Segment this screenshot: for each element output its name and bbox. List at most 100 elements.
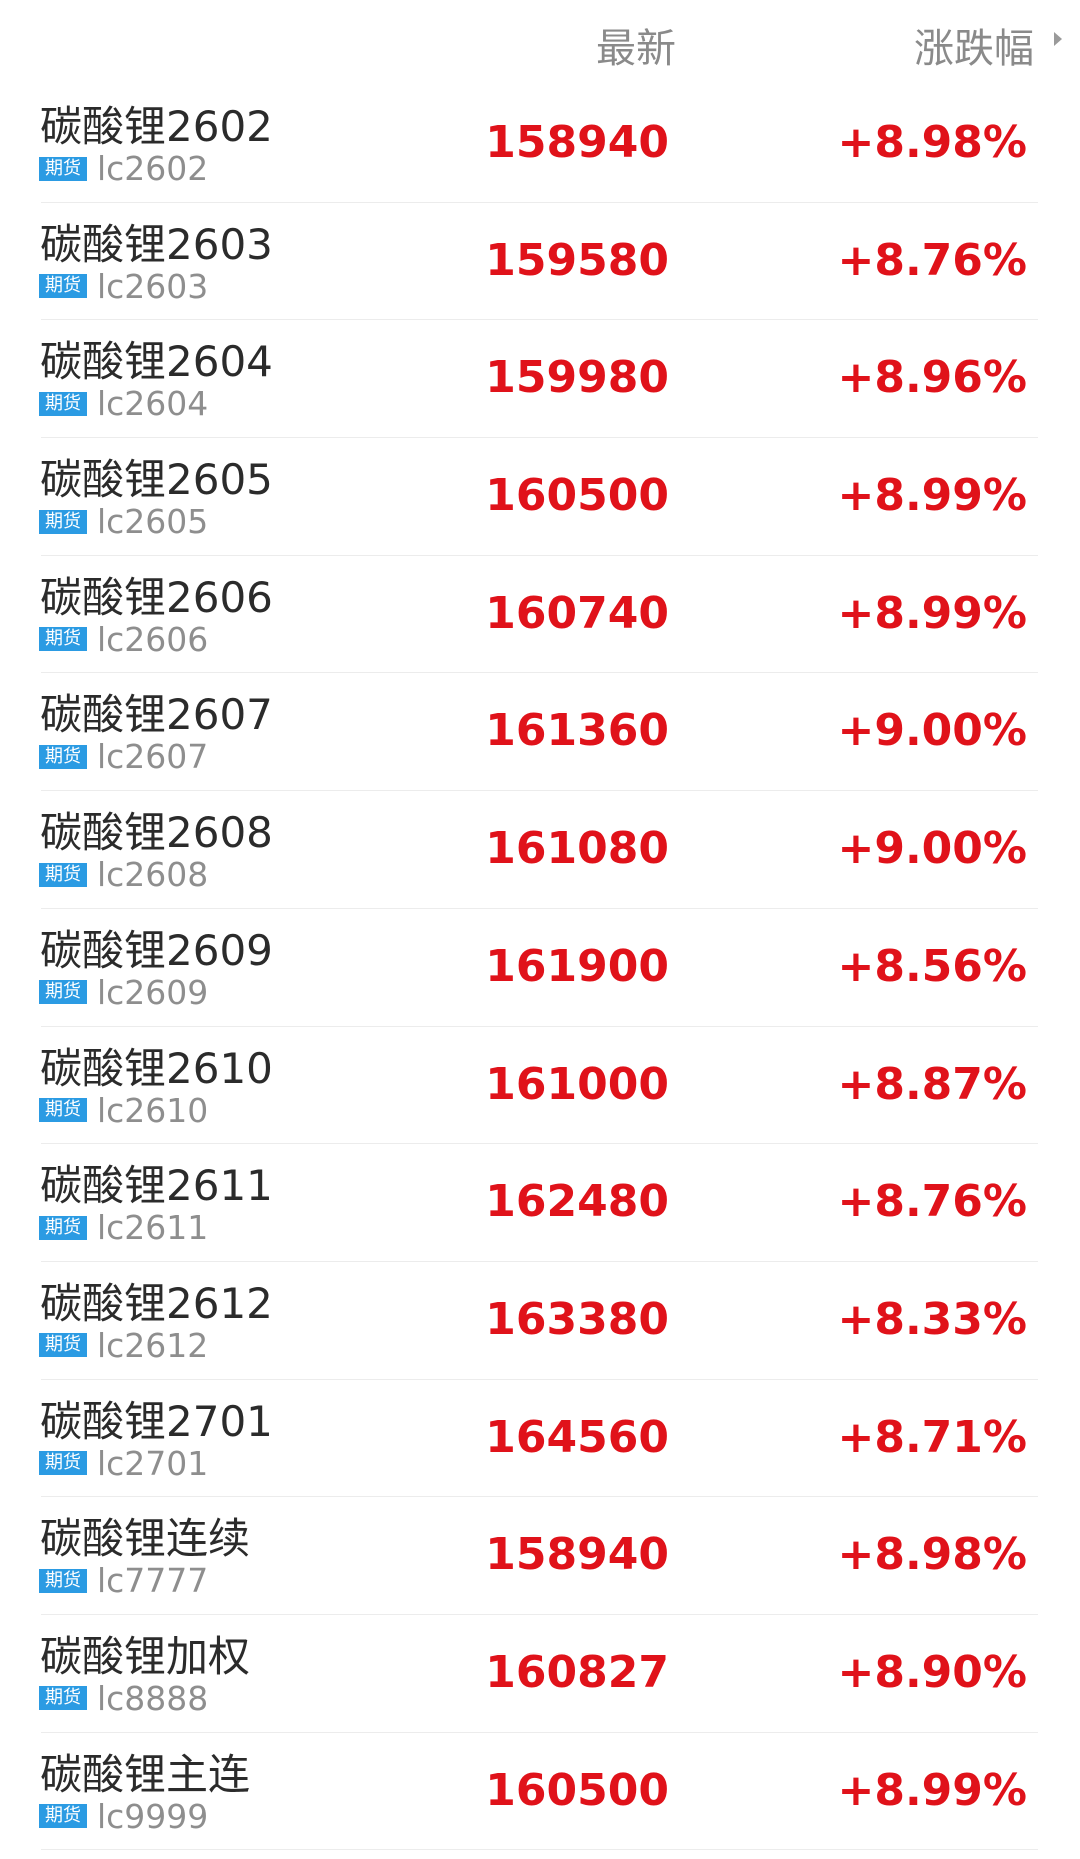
- contract-name: 碳酸锂2602: [40, 102, 273, 151]
- contract-code: lc2606: [97, 619, 209, 659]
- contract-sub: 期货 lc9999: [39, 1797, 208, 1836]
- list-item[interactable]: 碳酸锂2605 期货 lc2605 160500 +8.99%: [0, 438, 1080, 556]
- contract-name: 碳酸锂主连: [40, 1749, 251, 1799]
- list-item[interactable]: 碳酸锂2610 期货 lc2610 161000 +8.87%: [0, 1027, 1080, 1145]
- latest-price: 160500: [485, 470, 669, 522]
- change-percent: +8.87%: [837, 1058, 1027, 1110]
- futures-badge: 期货: [39, 274, 87, 299]
- latest-price: 162480: [485, 1176, 669, 1228]
- contract-sub: 期货 lc2612: [39, 1326, 208, 1365]
- change-percent: +8.76%: [837, 1176, 1027, 1228]
- change-percent: +8.99%: [837, 587, 1027, 639]
- contract-sub: 期货 lc7777: [39, 1561, 208, 1600]
- futures-badge: 期货: [39, 1098, 87, 1122]
- futures-badge: 期货: [39, 156, 87, 181]
- list-header: 最新 涨跌幅: [0, 0, 1080, 85]
- latest-price: 161900: [485, 940, 669, 992]
- contract-code: lc2602: [97, 149, 209, 188]
- contract-code: lc8888: [97, 1678, 209, 1718]
- contract-sub: 期货 lc2611: [39, 1208, 208, 1247]
- change-percent: +9.00%: [837, 823, 1027, 875]
- contract-name: 碳酸锂2607: [40, 690, 273, 740]
- futures-badge: 期货: [39, 627, 87, 652]
- contract-sub: 期货 lc2610: [39, 1091, 208, 1130]
- contract-sub: 期货 lc2605: [39, 502, 208, 541]
- contract-code: lc2608: [97, 855, 209, 895]
- contract-code: lc9999: [97, 1796, 209, 1836]
- change-percent: +8.90%: [837, 1646, 1027, 1698]
- list-item[interactable]: 碳酸锂加权 期货 lc8888 160827 +8.90%: [0, 1615, 1080, 1733]
- latest-price: 159580: [485, 234, 669, 286]
- contract-sub: 期货 lc2701: [39, 1444, 208, 1483]
- contract-name: 碳酸锂2609: [40, 925, 273, 975]
- contract-sub: 期货 lc2609: [39, 973, 208, 1012]
- contract-code: lc2612: [97, 1325, 209, 1365]
- latest-price: 163380: [485, 1293, 669, 1345]
- contract-name: 碳酸锂2608: [40, 808, 273, 858]
- contract-name: 碳酸锂2612: [40, 1278, 273, 1328]
- futures-badge: 期货: [39, 1568, 87, 1593]
- list-item[interactable]: 碳酸锂2604 期货 lc2604 159980 +8.96%: [0, 320, 1080, 438]
- list-item[interactable]: 碳酸锂2612 期货 lc2612 163380 +8.33%: [0, 1262, 1080, 1380]
- list-item[interactable]: 碳酸锂主连 期货 lc9999 160500 +8.99%: [0, 1733, 1080, 1851]
- contract-sub: 期货 lc2604: [39, 384, 208, 423]
- contract-name: 碳酸锂2610: [40, 1043, 273, 1093]
- futures-badge: 期货: [39, 980, 87, 1005]
- futures-badge: 期货: [39, 1215, 87, 1240]
- change-percent: +8.71%: [837, 1411, 1027, 1463]
- contract-name: 碳酸锂2606: [40, 572, 273, 622]
- change-percent: +8.96%: [837, 352, 1027, 404]
- contract-code: lc2603: [97, 266, 209, 306]
- contract-code: lc7777: [97, 1561, 209, 1601]
- futures-badge: 期货: [39, 509, 87, 534]
- futures-list: 碳酸锂2602 期货 lc2602 158940 +8.98% 碳酸锂2603 期…: [0, 85, 1080, 1851]
- contract-name: 碳酸锂2701: [40, 1396, 273, 1446]
- list-item[interactable]: 碳酸锂2607 期货 lc2607 161360 +9.00%: [0, 673, 1080, 791]
- contract-sub: 期货 lc2602: [39, 149, 208, 188]
- futures-badge: 期货: [39, 1686, 87, 1711]
- list-item[interactable]: 碳酸锂2606 期货 lc2606 160740 +8.99%: [0, 556, 1080, 674]
- contract-name: 碳酸锂2603: [40, 219, 273, 269]
- list-item[interactable]: 碳酸锂连续 期货 lc7777 158940 +8.98%: [0, 1497, 1080, 1615]
- change-percent: +8.98%: [837, 1529, 1027, 1581]
- latest-price: 160740: [485, 587, 669, 639]
- change-percent: +8.56%: [837, 940, 1027, 992]
- contract-name: 碳酸锂2611: [40, 1161, 273, 1211]
- futures-badge: 期货: [39, 1804, 87, 1829]
- list-item[interactable]: 碳酸锂2602 期货 lc2602 158940 +8.98%: [0, 85, 1080, 203]
- latest-price: 158940: [485, 1529, 669, 1581]
- change-percent: +8.98%: [837, 117, 1027, 168]
- list-item[interactable]: 碳酸锂2608 期货 lc2608 161080 +9.00%: [0, 791, 1080, 909]
- list-item[interactable]: 碳酸锂2609 期货 lc2609 161900 +8.56%: [0, 909, 1080, 1027]
- change-percent: +8.76%: [837, 234, 1027, 286]
- contract-code: lc2604: [97, 384, 209, 424]
- futures-badge: 期货: [39, 862, 87, 887]
- column-header-change[interactable]: 涨跌幅: [914, 26, 1034, 72]
- futures-badge: 期货: [39, 1451, 87, 1476]
- list-item[interactable]: 碳酸锂2611 期货 lc2611 162480 +8.76%: [0, 1144, 1080, 1262]
- futures-badge: 期货: [39, 1333, 87, 1358]
- change-percent: +8.99%: [837, 1764, 1027, 1816]
- contract-sub: 期货 lc2607: [39, 737, 208, 776]
- change-percent: +8.99%: [837, 470, 1027, 522]
- contract-name: 碳酸锂连续: [40, 1514, 251, 1564]
- contract-code: lc2607: [97, 737, 209, 777]
- contract-name: 碳酸锂2604: [40, 337, 273, 387]
- list-item[interactable]: 碳酸锂2701 期货 lc2701 164560 +8.71%: [0, 1380, 1080, 1498]
- contract-code: lc2701: [97, 1443, 209, 1483]
- contract-sub: 期货 lc8888: [39, 1679, 208, 1718]
- latest-price: 160827: [485, 1646, 669, 1698]
- latest-price: 161360: [485, 705, 669, 757]
- contract-sub: 期货 lc2606: [39, 620, 208, 659]
- contract-code: lc2609: [97, 972, 209, 1012]
- contract-name: 碳酸锂加权: [40, 1631, 251, 1681]
- latest-price: 161080: [485, 823, 669, 875]
- caret-right-icon[interactable]: [1054, 32, 1062, 46]
- futures-badge: 期货: [39, 391, 87, 416]
- change-percent: +9.00%: [837, 705, 1027, 757]
- contract-code: lc2611: [97, 1208, 209, 1248]
- latest-price: 161000: [485, 1058, 669, 1110]
- column-header-latest[interactable]: 最新: [596, 26, 676, 72]
- latest-price: 164560: [485, 1411, 669, 1463]
- list-item[interactable]: 碳酸锂2603 期货 lc2603 159580 +8.76%: [0, 203, 1080, 321]
